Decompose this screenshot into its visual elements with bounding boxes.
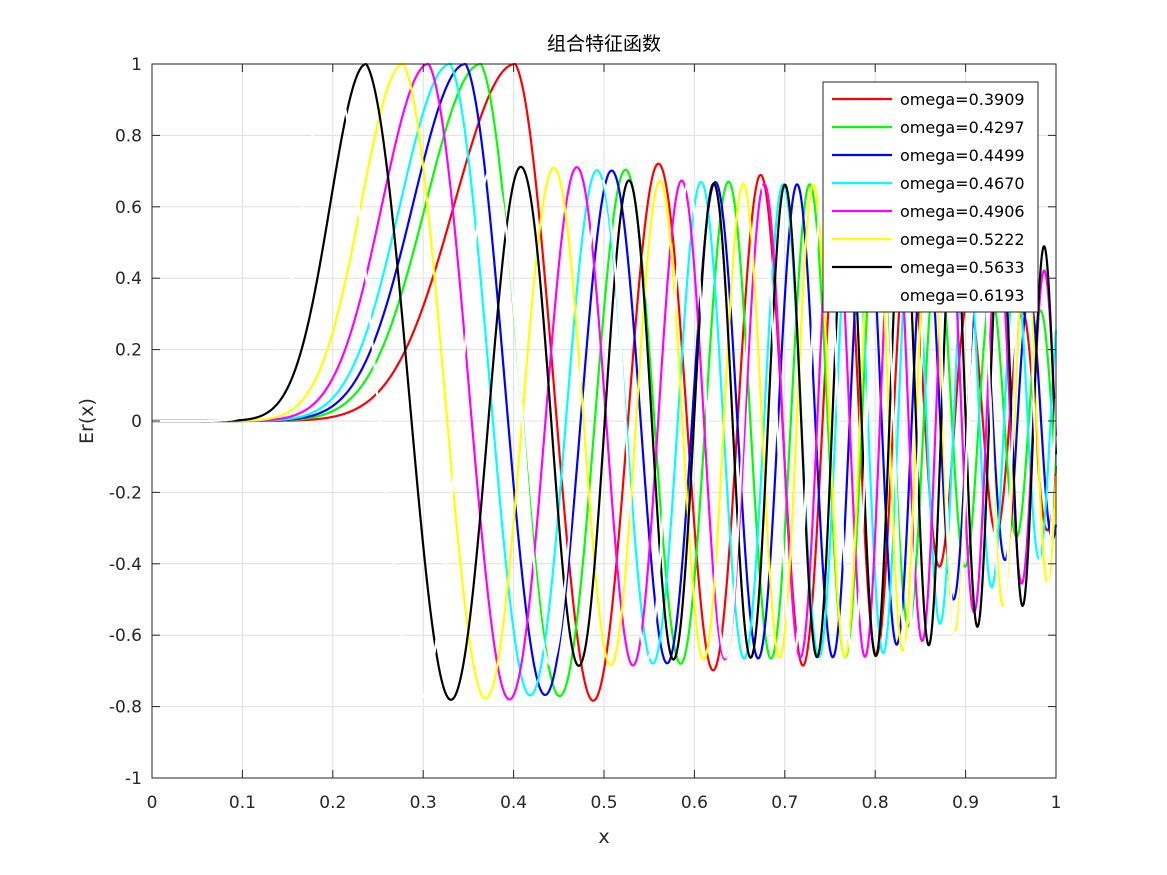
y-tick-label: 0.4 [115, 269, 142, 289]
y-axis: -1 -0.8 -0.6 -0.4 -0.2 0 0.2 0.4 0.6 0.8 1 [109, 55, 1056, 789]
y-tick-label: 0.2 [115, 341, 142, 361]
legend-label: omega=0.6193 [900, 286, 1025, 305]
series-line-5 [151, 62, 1058, 701]
y-tick-label: 0.6 [115, 198, 142, 218]
x-tick-label: 0.2 [319, 793, 346, 813]
series-line-8 [151, 62, 1058, 699]
x-tick-label: 0.4 [500, 793, 527, 813]
y-tick-label: 0 [131, 412, 142, 432]
legend-label: omega=0.4499 [900, 146, 1025, 165]
series-line-6 [151, 62, 1058, 700]
x-tick-label: 0.7 [771, 793, 798, 813]
y-axis-title: Er(x) [76, 398, 98, 444]
x-axis: 0 0.1 0.2 0.3 0.4 0.5 0.6 0.7 0.8 0.9 1 [147, 64, 1062, 813]
x-tick-label: 0.3 [410, 793, 437, 813]
y-tick-label: 0.8 [115, 126, 142, 146]
x-tick-label: 0.6 [681, 793, 708, 813]
y-tick-label: -0.6 [109, 626, 142, 646]
y-tick-label: -0.4 [109, 555, 142, 575]
legend-label: omega=0.4906 [900, 202, 1025, 221]
x-tick-label: 0 [147, 793, 158, 813]
legend-label: omega=0.5633 [900, 258, 1025, 277]
y-tick-label: -0.2 [109, 483, 142, 503]
legend-box [822, 81, 1039, 313]
x-tick-label: 1 [1051, 793, 1062, 813]
legend-label: omega=0.4670 [900, 174, 1025, 193]
legend-label: omega=0.4297 [900, 118, 1025, 137]
x-tick-label: 0.1 [229, 793, 256, 813]
x-axis-title: x [598, 826, 609, 848]
y-tick-label: 1 [131, 55, 142, 75]
legend-label: omega=0.5222 [900, 230, 1025, 249]
chart-title: 组合特征函数 [547, 33, 661, 55]
x-tick-label: 0.5 [590, 793, 617, 813]
legend-label: omega=0.3909 [900, 90, 1025, 109]
y-tick-label: -0.8 [109, 698, 142, 718]
y-tick-label: -1 [125, 769, 142, 789]
legend: omega=0.3909 omega=0.4297 omega=0.4499 omeg… [822, 81, 1039, 313]
x-tick-label: 0.8 [862, 793, 889, 813]
x-tick-label: 0.9 [952, 793, 979, 813]
